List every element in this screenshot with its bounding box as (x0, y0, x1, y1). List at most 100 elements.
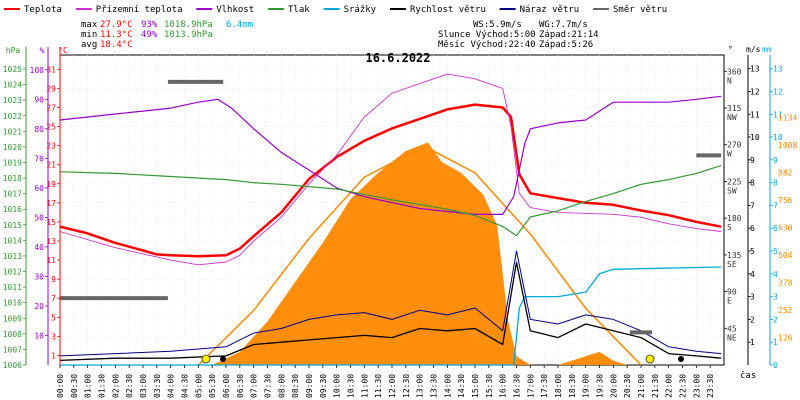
axis-tick-label: 17 (46, 199, 56, 208)
x-tick-label: 08:00 (277, 374, 286, 398)
solar-layer (60, 142, 722, 366)
info-sun-set: Západ:21:14 (539, 30, 599, 40)
axis-tick-label: 1023 (3, 96, 22, 105)
axis-tick-label: SW (727, 186, 737, 195)
axis-title: m/s (746, 45, 761, 54)
stat-max-temp: 27.9°C (100, 20, 133, 30)
axis-tick-label: 9 (750, 156, 755, 165)
stat-min-hum: 49% (141, 30, 158, 40)
x-tick-label: 17:00 (526, 374, 535, 398)
legend-label: Teplota (24, 5, 62, 15)
axis-tick-label: 1012 (3, 268, 22, 277)
x-tick-label: 12:30 (402, 374, 411, 398)
moonset-icon (220, 356, 226, 362)
axis-tick-label: 3 (773, 293, 778, 302)
axis-tick-label: 1 (750, 338, 755, 347)
x-tick-label: 03:00 (139, 374, 148, 398)
series-line (59, 103, 722, 258)
x-tick-label: 02:00 (111, 374, 120, 398)
legend-label: Náraz větru (520, 5, 580, 15)
axis-tick-label: 1017 (3, 190, 22, 199)
stat-avg-label: avg (81, 40, 97, 50)
axis-tick-label: 5 (51, 313, 56, 322)
x-tick-label: 07:00 (250, 374, 259, 398)
axes-layer: 1006100710081009101010111012101310141015… (3, 45, 798, 370)
axis-tick-label: 1011 (3, 283, 22, 292)
axis-tick-label: 1 (773, 338, 778, 347)
x-tick-label: 11:00 (360, 374, 369, 398)
axis-tick-label: 11 (750, 110, 760, 119)
axis-tick-label: 29 (46, 84, 56, 93)
x-tick-label: 09:00 (305, 374, 314, 398)
x-tick-label: 18:00 (554, 374, 563, 398)
axis-tick-label: 31 (46, 65, 56, 74)
x-tick-label: 20:00 (609, 374, 618, 398)
stat-avg-temp: 18.4°C (100, 40, 133, 50)
series-line (59, 95, 722, 215)
axis-tick-label: 23 (46, 142, 56, 151)
legend-label: Vlhkost (216, 5, 254, 15)
axis-tick-label: NW (727, 113, 737, 122)
axis-tick-label: 1018 (3, 174, 22, 183)
solar-theoretical-line (197, 150, 642, 366)
series-line (59, 165, 722, 237)
sunset-icon (645, 354, 655, 364)
axis-tick-label: 756 (778, 196, 793, 205)
axis-tick-label: 13 (773, 65, 783, 74)
axis-tick-label: 70 (34, 154, 44, 163)
axis-tick-label: 90 (34, 95, 44, 104)
axis-tick-label: 1008 (778, 141, 797, 150)
axis-title: mm (762, 45, 772, 54)
axis-tick-label: 1022 (3, 112, 22, 121)
legend-label: Srážky (344, 5, 377, 15)
axis-tick-label: 315 (727, 104, 742, 113)
series-layer (59, 73, 722, 366)
axis-title: hPa (6, 46, 21, 55)
axis-tick-label: 10 (750, 133, 760, 142)
axis-tick-label: 2 (773, 315, 778, 324)
series-line (59, 73, 722, 266)
x-tick-label: 04:30 (181, 374, 190, 398)
axis-tick-label: 20 (34, 302, 44, 311)
axis-tick-label: 1 (51, 351, 56, 360)
axis-tick-label: 7 (51, 294, 56, 303)
axis-tick-label: 1008 (3, 330, 22, 339)
x-tick-label: 11:30 (374, 374, 383, 398)
axis-tick-label: 8 (750, 179, 755, 188)
axis-tick-label: 225 (727, 177, 742, 186)
x-tick-label: 08:30 (291, 374, 300, 398)
axis-tick-label: 1010 (3, 299, 22, 308)
axis-tick-label: SE (727, 260, 737, 269)
axis-tick-label: 180 (727, 214, 742, 223)
axis-tick-label: 45 (727, 324, 737, 333)
axis-tick-label: 0 (773, 361, 778, 370)
x-tick-label: 12:00 (388, 374, 397, 398)
axis-tick-label: 630 (778, 223, 793, 232)
axis-tick-label: 882 (778, 168, 793, 177)
x-tick-label: 13:00 (416, 374, 425, 398)
axis-tick-label: 126 (778, 333, 793, 342)
series-line (59, 250, 722, 357)
axis-tick-label: 2 (750, 315, 755, 324)
axis-tick-label: 1014 (3, 236, 22, 245)
axis-tick-label: 90 (727, 288, 737, 297)
axis-tick-label: 252 (778, 306, 793, 315)
axis-tick-label: 6 (773, 224, 778, 233)
x-tick-label: 16:00 (499, 374, 508, 398)
axis-tick-label: 1007 (3, 345, 22, 354)
legend: Teplota Přízemní teplota Vlhkost Tlak Srážky… (4, 5, 667, 15)
axis-tick-label: 1019 (3, 158, 22, 167)
stat-max-press: 1018.9hPa (164, 20, 213, 30)
axis-tick-label: 3 (51, 332, 56, 341)
stat-min-temp: 11.3°C (100, 30, 133, 40)
x-tick-label: 15:30 (485, 374, 494, 398)
stat-min-press: 1013.9hPa (164, 30, 213, 40)
axis-tick-label: 9 (773, 156, 778, 165)
x-tick-label: 10:00 (333, 374, 342, 398)
axis-tick-label: W (727, 150, 732, 159)
info-ws: WS:5.9m/s (473, 20, 522, 30)
x-tick-label: 05:30 (208, 374, 217, 398)
stat-max-rain: 6.4mm (226, 20, 253, 30)
axis-tick-label: N (727, 76, 732, 85)
axis-title: °C (58, 46, 68, 55)
